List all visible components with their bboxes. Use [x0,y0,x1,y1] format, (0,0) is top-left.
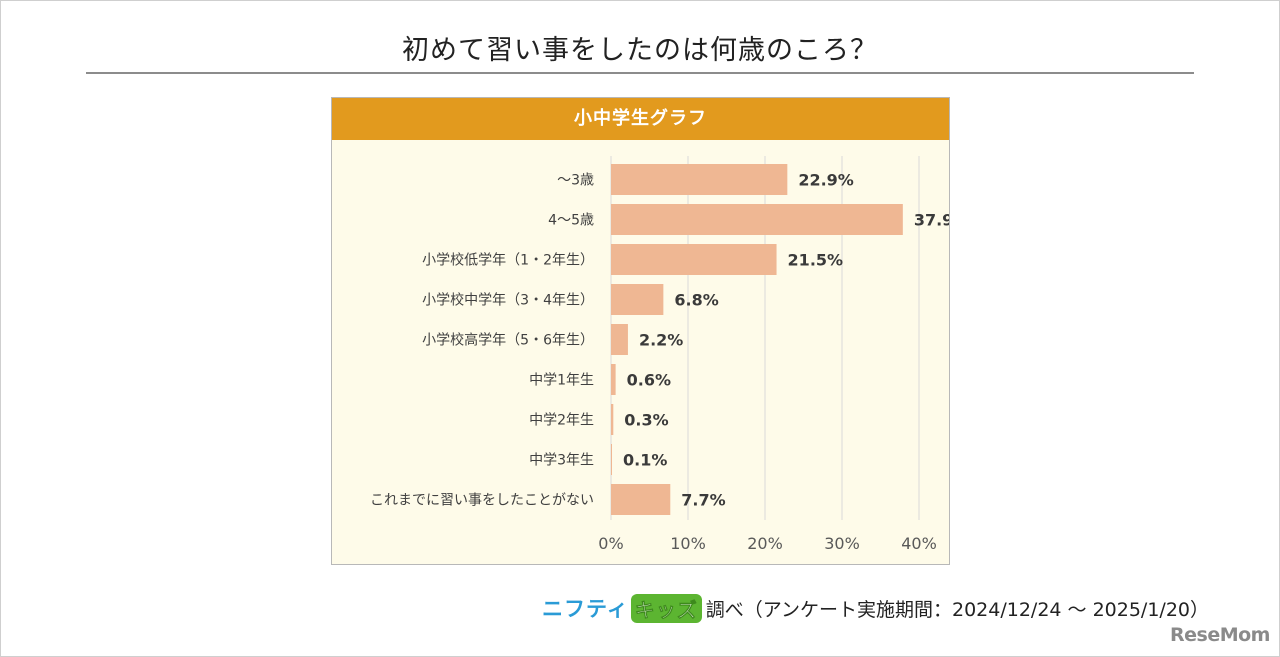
bar [611,484,671,515]
category-label: ～3歳 [557,173,594,189]
bar [611,244,777,275]
data-label: 37.9% [914,211,949,230]
category-label: 小学校低学年（1・2年生） [422,252,594,269]
bar [611,324,628,355]
chart-title: 小中学生グラフ [332,98,949,140]
source-credit: ニフティ キッズ 調べ（アンケート実施期間：2024/12/24 ～ 2025/… [542,593,1209,623]
x-tick-label: 30% [824,534,860,553]
bar [611,404,614,435]
page-title: 初めて習い事をしたのは何歳のころ？ [402,35,878,66]
category-label: 中学2年生 [529,413,594,429]
category-label: 中学3年生 [529,453,594,469]
x-tick-label: 0% [598,534,623,553]
chart-panel: 小中学生グラフ 0% 10% 20% 30% 40% ～3歳 22.9% 4～5歳 37.9% 小… [331,97,950,565]
title-divider [86,72,1194,74]
bar [611,164,788,195]
brand-kids: キッズ [630,593,702,623]
source-text: 調べ（アンケート実施期間：2024/12/24 ～ 2025/1/20） [705,598,1210,621]
resemom-logo: ReseMom [1170,624,1270,646]
data-label: 0.3% [624,411,668,430]
bar-chart: 0% 10% 20% 30% 40% ～3歳 22.9% 4～5歳 37.9% 小学校低学年（1・… [370,156,949,553]
category-label: 小学校中学年（3・4年生） [422,292,594,309]
data-label: 21.5% [788,251,844,270]
x-tick-label: 40% [901,534,937,553]
data-label: 7.7% [681,491,725,510]
x-tick-label: 10% [670,534,706,553]
data-label: 6.8% [674,291,718,310]
category-label: 小学校高学年（5・6年生） [422,332,594,349]
category-label: これまでに習い事をしたことがない [370,493,594,509]
category-label: 中学1年生 [529,373,594,389]
category-label: 4～5歳 [548,213,594,229]
x-tick-label: 20% [747,534,783,553]
bar [611,204,903,235]
bar [611,444,612,475]
data-label: 0.1% [623,451,667,470]
data-label: 2.2% [639,331,683,350]
bar [611,364,616,395]
brand-nifty: ニフティ [542,597,629,621]
bar [611,284,664,315]
data-label: 22.9% [798,171,854,190]
data-label: 0.6% [627,371,671,390]
